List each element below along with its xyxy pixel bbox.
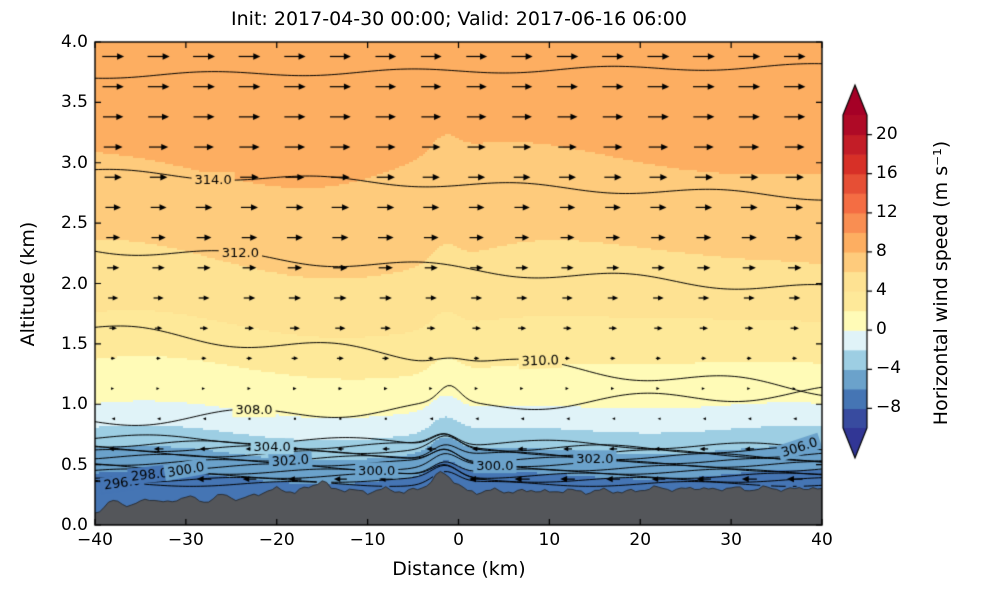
y-tick-label: 3.0 (60, 152, 88, 173)
y-tick-label: 0.5 (60, 454, 88, 475)
x-tick-label: 10 (538, 530, 561, 550)
colorbar-tick-label: −4 (876, 358, 902, 379)
x-tick-label: −10 (349, 530, 386, 550)
y-tick-label: 0.0 (60, 515, 88, 535)
y-tick-label: 2.5 (60, 213, 88, 234)
x-tick-label: −20 (258, 530, 295, 550)
x-tick-label: 30 (720, 530, 742, 550)
x-axis-label: Distance (km) (392, 558, 526, 580)
colorbar-tick-label: −8 (876, 397, 902, 418)
colorbar-tick-label: 8 (876, 240, 887, 261)
colorbar-tick-label: 4 (876, 280, 887, 301)
x-tick-label: 0 (453, 530, 464, 550)
colorbar-label: Horizontal wind speed (m s⁻¹) (930, 140, 952, 426)
x-tick-label: 20 (629, 530, 652, 550)
plot-title: Init: 2017-04-30 00:00; Valid: 2017-06-1… (231, 8, 687, 30)
y-tick-label: 3.5 (60, 92, 88, 113)
colorbar-tick-label: 20 (876, 123, 898, 144)
colorbar-tick-label: 12 (876, 201, 898, 222)
x-tick-label: 40 (811, 530, 833, 550)
colorbar-tick-label: 0 (876, 319, 887, 340)
y-tick-label: 4.0 (60, 32, 88, 52)
y-tick-label: 2.0 (60, 273, 88, 294)
y-tick-label: 1.5 (60, 333, 88, 354)
x-tick-label: −40 (77, 530, 113, 550)
x-tick-label: −30 (167, 530, 204, 550)
y-tick-label: 1.0 (60, 394, 88, 415)
colorbar-tick-label: 16 (876, 162, 898, 183)
